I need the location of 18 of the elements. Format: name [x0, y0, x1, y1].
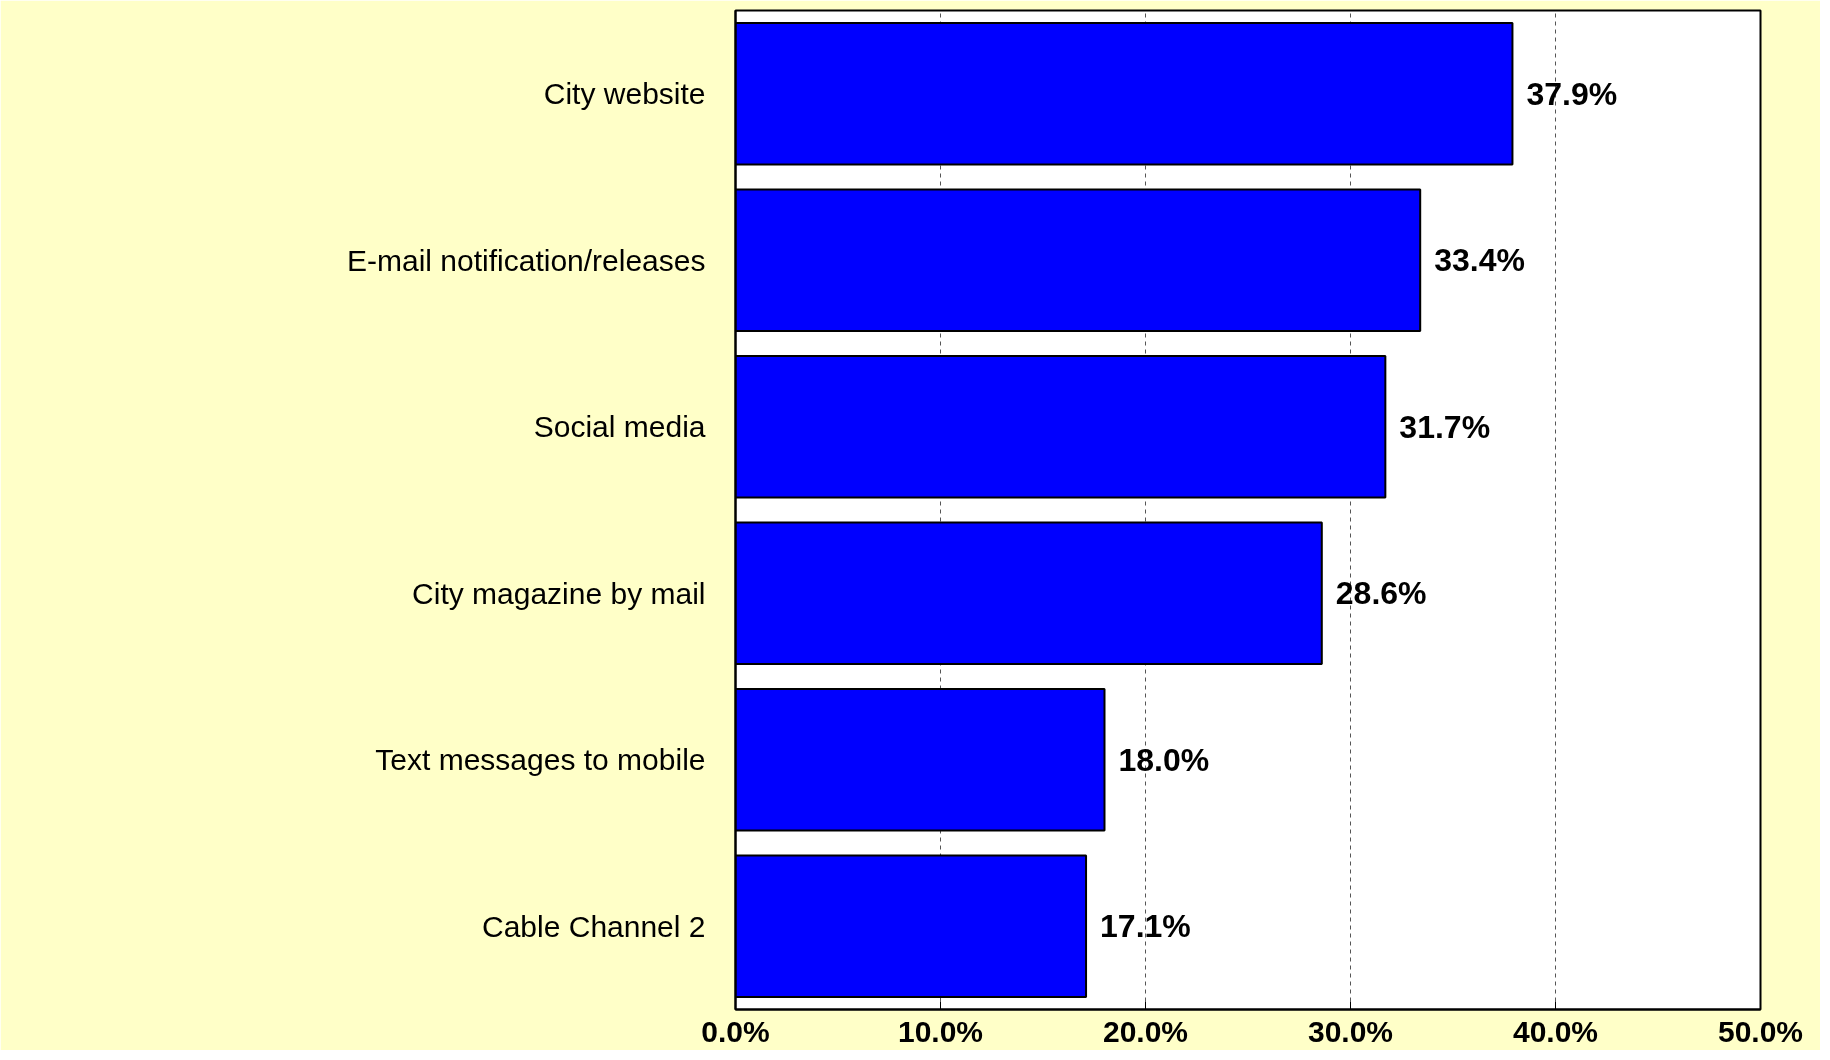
y-tick-label: Text messages to mobile: [375, 743, 706, 777]
y-tick-label: Cable Channel 2: [482, 909, 706, 943]
data-label: 18.0%: [1118, 741, 1210, 778]
x-tick-label: 30.0%: [1307, 1014, 1394, 1048]
x-tick-label: 0.0%: [701, 1014, 770, 1048]
y-tick-label: Social media: [533, 410, 706, 444]
data-label: 33.4%: [1434, 242, 1525, 279]
y-tick-label: City magazine by mail: [412, 576, 706, 610]
y-tick-label: E-mail notification/releases: [347, 243, 706, 277]
x-tick-label: 10.0%: [897, 1014, 984, 1048]
x-tick-label: 40.0%: [1512, 1014, 1599, 1048]
x-tick-label: 50.0%: [1717, 1014, 1804, 1048]
x-tick-label: 20.0%: [1102, 1014, 1189, 1048]
data-label: 31.7%: [1399, 408, 1491, 445]
data-label: 17.1%: [1100, 908, 1191, 945]
data-label: 37.9%: [1526, 75, 1618, 112]
data-label: 28.6%: [1335, 575, 1427, 612]
y-tick-label: City website: [543, 77, 706, 111]
